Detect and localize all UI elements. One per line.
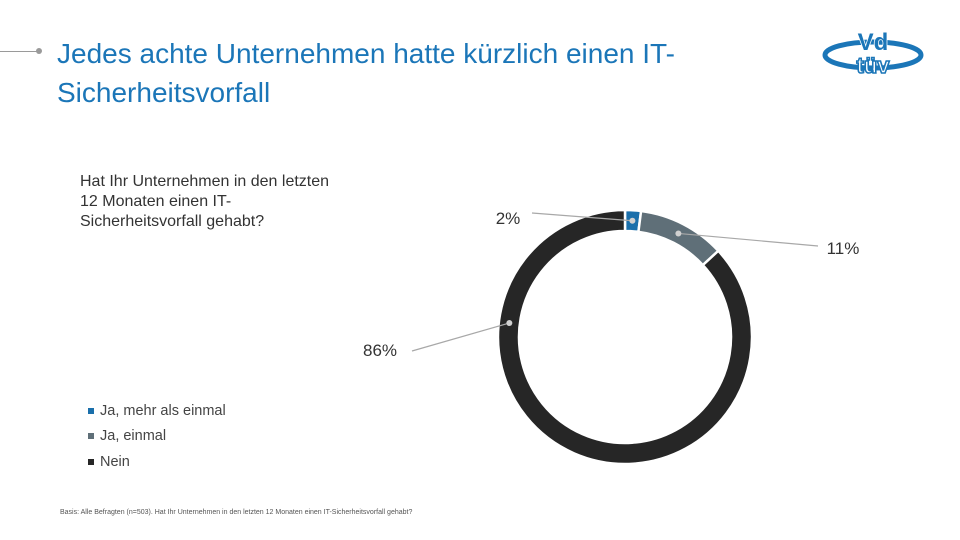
footnote: Basis: Alle Befragten (n=503). Hat Ihr U… <box>60 509 413 516</box>
chart-legend: Ja, mehr als einmal Ja, einmal Nein <box>88 398 226 475</box>
legend-swatch <box>88 407 94 414</box>
vdtuev-logo: Vd tüv <box>822 30 924 79</box>
legend-label: Ja, einmal <box>100 428 167 445</box>
title-accent-dot <box>36 48 42 54</box>
donut-slices <box>496 208 754 466</box>
legend-label: Ja, mehr als einmal <box>100 402 226 419</box>
title-accent-line <box>0 51 38 52</box>
donut-slice-1 <box>637 209 721 267</box>
data-label-0: 2% <box>496 209 521 228</box>
data-label-1: 11% <box>827 239 860 258</box>
legend-swatch <box>88 458 94 465</box>
legend-swatch <box>88 433 94 440</box>
label-leaders <box>411 212 819 352</box>
donut-slice-2 <box>496 208 754 466</box>
leader-dot-1 <box>675 230 682 237</box>
svg-text:Vd: Vd <box>858 30 889 56</box>
leader-dot-2 <box>506 320 513 327</box>
data-label-2: 86% <box>363 341 397 360</box>
slide-title: Jedes achte Unternehmen hatte kürzlich e… <box>57 38 675 108</box>
legend-item-ja-einmal: Ja, einmal <box>88 424 226 450</box>
leader-dot-0 <box>629 217 636 224</box>
leader-line-0 <box>531 212 633 222</box>
leader-line-2 <box>411 322 510 352</box>
data-labels: 2% 11% 86% <box>363 209 859 360</box>
leader-line-1 <box>678 232 819 247</box>
survey-question: Hat Ihr Unternehmen in den letzten 12 Mo… <box>80 173 330 230</box>
legend-item-nein: Nein <box>88 449 226 475</box>
svg-text:tüv: tüv <box>857 53 891 78</box>
legend-item-ja-mehr-als-einmal: Ja, mehr als einmal <box>88 398 226 424</box>
legend-label: Nein <box>100 453 130 470</box>
